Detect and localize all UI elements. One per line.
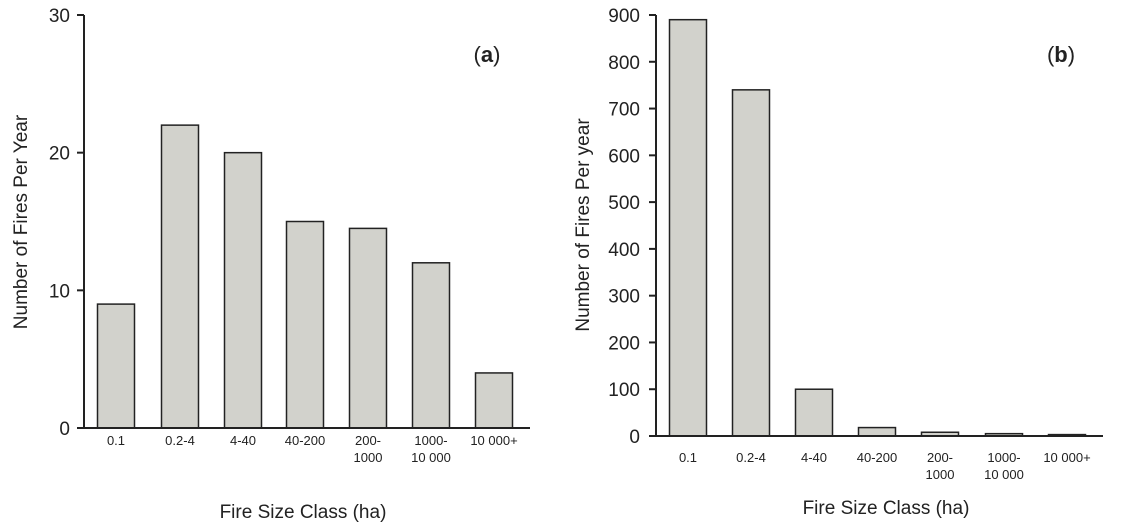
x-tick-line-b-4-0: 200- <box>927 450 953 465</box>
x-tick-line-a-5-0: 1000- <box>414 433 447 448</box>
bar-a-3 <box>285 220 325 429</box>
y-tick-label-a-2: 20 <box>49 144 70 165</box>
y-ticks-b: 0 100 200 300 400 500 600 700 800 900 <box>608 6 656 448</box>
x-tick-line-b-3-0: 40-200 <box>857 450 897 465</box>
bar-b-1 <box>731 89 771 437</box>
x-tick-label-b-5: 1000- 10 000 <box>984 450 1024 482</box>
chart-panel-b: 0 100 200 300 400 500 600 700 800 900 0.1 0.2-4 4-4… <box>573 6 1103 519</box>
y-tick-label-a-0: 0 <box>59 419 70 440</box>
x-tick-label-a-4: 200- 1000 <box>354 433 383 465</box>
y-tick-label-b-6: 600 <box>608 146 640 167</box>
x-tick-label-b-0: 0.1 <box>679 450 697 465</box>
bars-a <box>96 124 514 429</box>
y-tick-label-b-5: 500 <box>608 193 640 214</box>
x-tick-line-a-4-1: 1000 <box>354 450 383 465</box>
x-ticks-b: 0.1 0.2-4 4-40 40-200 200- 1000 1000- 10 000 10 … <box>679 450 1091 482</box>
bar-b-0 <box>668 18 708 437</box>
bar-a-5 <box>411 262 451 429</box>
x-tick-label-a-5: 1000- 10 000 <box>411 433 451 465</box>
y-tick-label-a-3: 30 <box>49 6 70 27</box>
bar-a-0 <box>96 303 136 429</box>
x-tick-line-a-0-0: 0.1 <box>107 433 125 448</box>
y-tick-label-b-1: 100 <box>608 380 640 401</box>
y-tick-label-a-1: 10 <box>49 281 70 302</box>
x-tick-line-a-4-0: 200- <box>355 433 381 448</box>
x-tick-line-b-5-0: 1000- <box>987 450 1020 465</box>
panel-label-b: (b) <box>1047 42 1075 67</box>
x-tick-label-b-6: 10 000+ <box>1043 450 1090 465</box>
x-tick-line-b-4-1: 1000 <box>926 467 955 482</box>
x-tick-line-a-6-0: 10 000+ <box>470 433 517 448</box>
x-tick-label-a-3: 40-200 <box>285 433 325 448</box>
x-tick-line-a-2-0: 4-40 <box>230 433 256 448</box>
x-axis-title-a: Fire Size Class (ha) <box>220 502 387 523</box>
bar-b-3 <box>857 426 897 437</box>
y-axis-title-b: Number of Fires Per year <box>573 118 594 332</box>
x-tick-line-b-6-0: 10 000+ <box>1043 450 1090 465</box>
x-tick-line-b-2-0: 4-40 <box>801 450 827 465</box>
x-tick-label-a-2: 4-40 <box>230 433 256 448</box>
y-tick-label-b-3: 300 <box>608 287 640 308</box>
x-tick-label-b-3: 40-200 <box>857 450 897 465</box>
bars-b <box>668 18 1087 437</box>
x-tick-line-b-0-0: 0.1 <box>679 450 697 465</box>
panel-label-a: (a) <box>474 42 501 67</box>
y-axis-title-a: Number of Fires Per Year <box>11 114 32 329</box>
bar-a-4 <box>348 227 388 429</box>
x-tick-label-a-6: 10 000+ <box>470 433 517 448</box>
y-tick-label-b-0: 0 <box>629 427 640 448</box>
x-tick-line-b-5-1: 10 000 <box>984 467 1024 482</box>
x-tick-label-b-1: 0.2-4 <box>736 450 766 465</box>
x-tick-line-b-1-0: 0.2-4 <box>736 450 766 465</box>
bar-a-2 <box>223 151 263 429</box>
x-axis-title-b: Fire Size Class (ha) <box>803 498 970 519</box>
y-tick-label-b-8: 800 <box>608 53 640 74</box>
x-tick-line-a-3-0: 40-200 <box>285 433 325 448</box>
bar-a-1 <box>160 124 200 429</box>
x-tick-label-a-0: 0.1 <box>107 433 125 448</box>
bar-a-6 <box>474 372 514 429</box>
y-tick-label-b-7: 700 <box>608 100 640 121</box>
x-tick-label-b-2: 4-40 <box>801 450 827 465</box>
x-tick-label-b-4: 200- 1000 <box>926 450 955 482</box>
y-ticks-a: 0 10 20 30 <box>49 6 84 440</box>
x-ticks-a: 0.1 0.2-4 4-40 40-200 200- 1000 1000- 10 000 10 … <box>107 433 518 465</box>
axis-frame-b <box>655 15 1103 437</box>
bar-b-2 <box>794 388 834 437</box>
x-tick-label-a-1: 0.2-4 <box>165 433 195 448</box>
axis-frame-a <box>83 15 530 429</box>
x-tick-line-a-5-1: 10 000 <box>411 450 451 465</box>
x-tick-line-a-1-0: 0.2-4 <box>165 433 195 448</box>
y-tick-label-b-2: 200 <box>608 333 640 354</box>
y-tick-label-b-9: 900 <box>608 6 640 27</box>
y-tick-label-b-4: 400 <box>608 240 640 261</box>
